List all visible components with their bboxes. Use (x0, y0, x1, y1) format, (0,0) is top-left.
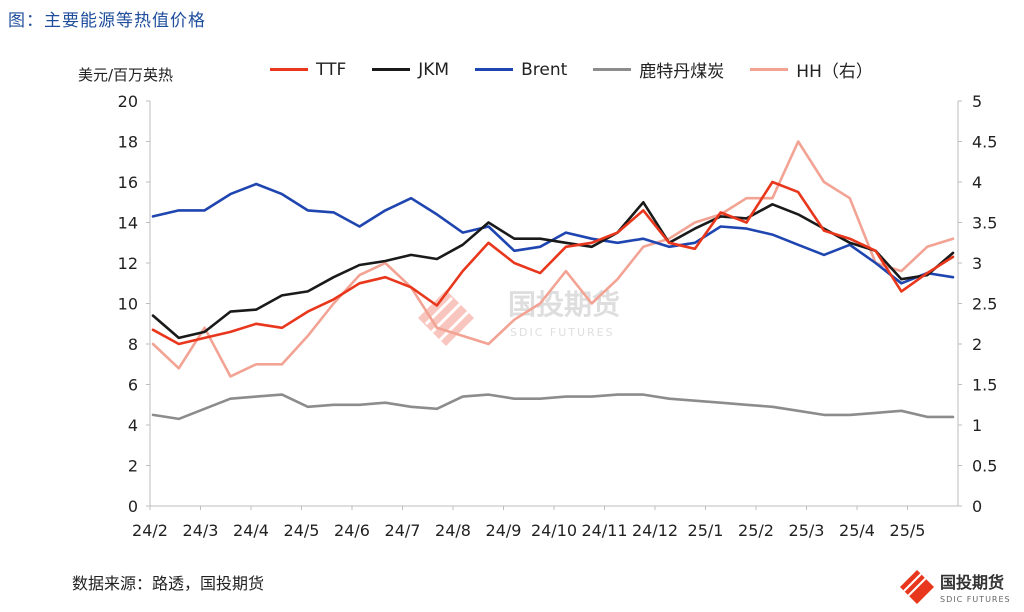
legend-item-brent: Brent (475, 57, 567, 82)
source-note: 数据来源：路透，国投期货 (72, 574, 265, 593)
x-tick-label: 24/3 (183, 521, 219, 540)
series-line-hh (151, 140, 955, 378)
legend-label-hh: HH（右） (796, 62, 873, 82)
x-tick-label: 24/8 (435, 521, 471, 540)
y-tick-right-label: 5 (972, 92, 982, 111)
legend-label-jkm: JKM (418, 59, 450, 80)
y-tick-left-label: 8 (128, 335, 138, 354)
y-tick-right-label: 2.5 (972, 295, 997, 314)
legend-label-coal: 鹿特丹煤炭 (639, 62, 725, 82)
x-tick-label: 25/2 (738, 521, 774, 540)
series-layer (151, 140, 955, 421)
y-tick-right-label: 4 (972, 173, 982, 192)
y-tick-right-label: 3.5 (972, 214, 997, 233)
y-axis-left-unit: 美元/百万英热 (78, 66, 174, 84)
y-tick-right-label: 1.5 (972, 376, 997, 395)
y-tick-left-label: 14 (118, 214, 138, 233)
x-tick-label: 24/4 (233, 521, 269, 540)
legend-label-ttf: TTF (316, 59, 347, 80)
x-tick-label: 24/6 (334, 521, 370, 540)
brand-logo: 国投期货 SDIC FUTURES (900, 570, 1011, 604)
y-tick-left-label: 20 (118, 92, 138, 111)
series-line-coal (151, 393, 955, 421)
x-tick-label: 25/3 (789, 521, 825, 540)
y-tick-left-label: 12 (118, 254, 138, 273)
series-line-ttf (151, 180, 955, 346)
brand-logo-en: SDIC FUTURES (940, 595, 1011, 604)
y-tick-left-label: 2 (128, 457, 138, 476)
x-tick-label: 24/7 (385, 521, 421, 540)
y-tick-left-label: 16 (118, 173, 138, 192)
y-tick-right-label: 4.5 (972, 133, 997, 152)
y-tick-right-label: 1 (972, 416, 982, 435)
y-tick-right-label: 0.5 (972, 457, 997, 476)
x-tick-label: 24/5 (284, 521, 320, 540)
x-tick-label: 24/11 (581, 521, 627, 540)
x-tick-label: 24/10 (531, 521, 577, 540)
y-tick-left-label: 18 (118, 133, 138, 152)
legend-item-jkm: JKM (372, 57, 449, 82)
x-tick-label: 24/12 (632, 521, 678, 540)
legend-swatch-ttf (270, 68, 308, 71)
y-tick-right-label: 2 (972, 335, 982, 354)
brand-logo-cn: 国投期货 (940, 573, 1004, 592)
figure-title: 图：主要能源等热值价格 (8, 11, 206, 31)
legend-swatch-jkm (372, 68, 411, 71)
x-tick-label: 24/9 (486, 521, 522, 540)
y-tick-right-label: 0 (972, 497, 982, 516)
legend-item-hh: HH（右） (750, 57, 873, 82)
y-tick-left-label: 0 (128, 497, 138, 516)
watermark-en: SDIC FUTURES (510, 326, 615, 339)
legend-swatch-brent (475, 68, 514, 71)
axes: 0 2 4 6 8 10 12 14 16 18 20 0 0.5 1 1.5 2 2.5 3 3.5 4 4.5 5 24… (118, 92, 998, 540)
brand-logo-icon (900, 570, 934, 604)
legend-swatch-coal (593, 68, 632, 71)
legend-item-ttf: TTF (270, 57, 346, 82)
legend-label-brent: Brent (521, 59, 568, 80)
y-tick-left-label: 4 (128, 416, 138, 435)
legend-swatch-hh (750, 68, 789, 71)
y-tick-left-label: 10 (118, 295, 138, 314)
x-tick-label: 25/4 (839, 521, 875, 540)
x-tick-label: 24/2 (132, 521, 168, 540)
y-tick-left-label: 6 (128, 376, 138, 395)
x-tick-label: 25/1 (688, 521, 724, 540)
y-tick-right-label: 3 (972, 254, 982, 273)
chart-legend: TTF JKM Brent 鹿特丹煤炭 HH（右） (270, 57, 899, 82)
legend-item-coal: 鹿特丹煤炭 (593, 57, 724, 82)
x-tick-label: 25/5 (890, 521, 926, 540)
